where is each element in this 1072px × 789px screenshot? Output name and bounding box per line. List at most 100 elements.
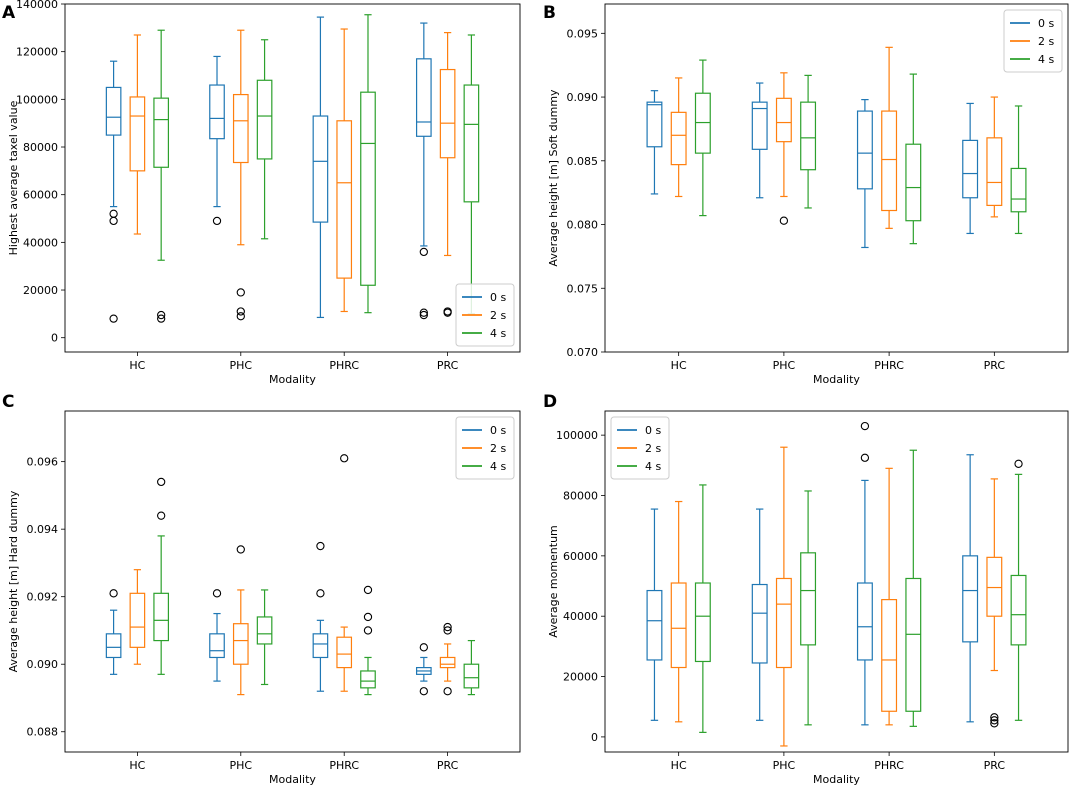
outlier-point bbox=[419, 643, 428, 652]
box-phrc-1 bbox=[336, 28, 353, 313]
outlier-point bbox=[443, 687, 452, 696]
legend: 0 s 2 s 4 s bbox=[610, 416, 670, 480]
outlier-point bbox=[157, 477, 166, 487]
box-phc-0 bbox=[209, 55, 225, 226]
axes-frame bbox=[604, 3, 1069, 353]
iqr-box bbox=[360, 670, 376, 689]
outlier-point bbox=[236, 288, 245, 297]
iqr-box bbox=[153, 97, 170, 168]
outlier-point bbox=[316, 541, 325, 551]
y-tick-label: 20000 bbox=[563, 671, 598, 684]
y-tick-label: 40000 bbox=[563, 610, 598, 623]
outlier-point bbox=[443, 307, 452, 316]
x-tick-label: PRC bbox=[437, 759, 459, 772]
x-tick-label: PHRC bbox=[874, 359, 904, 372]
x-tick-label: PHC bbox=[229, 759, 252, 772]
y-tick-label: 0 bbox=[51, 332, 58, 345]
panel-c: C 0.088 0.090 0.092 0.094 0.096 HC PHC PHRC PRC Mo… bbox=[2, 392, 521, 786]
legend-label: 4 s bbox=[1038, 53, 1054, 66]
box-prc-0 bbox=[415, 22, 432, 320]
outlier-point bbox=[443, 622, 452, 632]
box-prc-2 bbox=[1010, 459, 1027, 721]
legend-label: 2 s bbox=[645, 442, 661, 455]
x-tick-label: HC bbox=[129, 759, 145, 772]
panel-d: D 0 20000 40000 60000 80000 100000 HC PHC PHRC PRC… bbox=[543, 392, 1069, 786]
legend: 0 s 2 s 4 s bbox=[455, 416, 515, 480]
iqr-box bbox=[856, 110, 873, 190]
outlier-point bbox=[419, 687, 428, 696]
box-phrc-1 bbox=[881, 46, 898, 229]
panel-label: B bbox=[543, 3, 556, 23]
box-phc-2 bbox=[256, 589, 273, 686]
box-phc-0 bbox=[209, 589, 225, 682]
legend-label: 2 s bbox=[490, 442, 506, 455]
iqr-box bbox=[463, 663, 480, 689]
box-phrc-0 bbox=[312, 541, 329, 692]
legend-label: 2 s bbox=[490, 309, 506, 322]
x-tick-label: PRC bbox=[437, 359, 459, 372]
box-hc-0 bbox=[105, 60, 122, 323]
iqr-box bbox=[800, 101, 817, 171]
x-tick-label: PRC bbox=[984, 359, 1006, 372]
iqr-box bbox=[463, 84, 480, 203]
box-hc-2 bbox=[153, 29, 170, 323]
x-tick-label: PHC bbox=[229, 359, 252, 372]
x-tick-label: PRC bbox=[984, 759, 1006, 772]
x-tick-label: PHC bbox=[773, 359, 796, 372]
outlier-point bbox=[1014, 459, 1023, 468]
outlier-point bbox=[990, 716, 999, 725]
outlier-point bbox=[236, 307, 245, 316]
y-tick-label: 60000 bbox=[563, 550, 598, 563]
outlier-point bbox=[212, 589, 222, 598]
panel-label: C bbox=[2, 392, 14, 412]
iqr-box bbox=[105, 633, 122, 659]
iqr-box bbox=[646, 101, 663, 148]
panel-label: A bbox=[2, 3, 16, 23]
iqr-box bbox=[670, 582, 687, 669]
legend-label: 4 s bbox=[490, 460, 506, 473]
iqr-box bbox=[670, 111, 687, 166]
iqr-box bbox=[153, 592, 170, 642]
legend-label: 0 s bbox=[490, 424, 506, 437]
legend-label: 0 s bbox=[645, 424, 661, 437]
legend-frame bbox=[455, 283, 515, 347]
y-tick-label: 0.094 bbox=[27, 523, 59, 536]
outlier-point bbox=[990, 719, 999, 728]
outlier-point bbox=[157, 511, 166, 520]
y-tick-label: 0.075 bbox=[567, 282, 599, 295]
iqr-box bbox=[881, 110, 898, 212]
outlier-point bbox=[363, 626, 373, 635]
y-tick-label: 0.080 bbox=[567, 219, 599, 232]
legend-frame bbox=[455, 416, 515, 480]
outlier-point bbox=[109, 209, 118, 218]
iqr-box bbox=[232, 623, 249, 665]
box-hc-0 bbox=[646, 508, 663, 721]
box-prc-0 bbox=[962, 454, 979, 723]
box-phrc-0 bbox=[312, 16, 329, 319]
x-tick-label: PHRC bbox=[329, 759, 359, 772]
iqr-box bbox=[905, 577, 922, 712]
box-phrc-1 bbox=[881, 467, 898, 726]
y-tick-label: 0.090 bbox=[27, 658, 59, 671]
outlier-point bbox=[860, 453, 870, 462]
box-hc-2 bbox=[153, 477, 170, 675]
x-tick-label: HC bbox=[671, 759, 687, 772]
box-prc-2 bbox=[1010, 105, 1027, 235]
outlier-point bbox=[860, 421, 870, 431]
iqr-box bbox=[256, 79, 273, 160]
iqr-box bbox=[751, 583, 768, 664]
outlier-point bbox=[419, 247, 428, 257]
iqr-box bbox=[694, 92, 711, 154]
iqr-box bbox=[905, 143, 922, 222]
y-axis-label: Average height [m] Soft dummy bbox=[547, 89, 560, 267]
box-phc-1 bbox=[775, 446, 792, 747]
iqr-box bbox=[209, 84, 225, 140]
y-tick-label: 0.092 bbox=[27, 591, 59, 604]
iqr-box bbox=[336, 636, 353, 669]
box-hc-1 bbox=[129, 569, 146, 665]
box-phc-2 bbox=[800, 74, 817, 209]
x-tick-label: HC bbox=[671, 359, 687, 372]
x-tick-label: PHC bbox=[773, 759, 796, 772]
y-tick-label: 20000 bbox=[23, 284, 58, 297]
box-phc-0 bbox=[751, 508, 768, 721]
